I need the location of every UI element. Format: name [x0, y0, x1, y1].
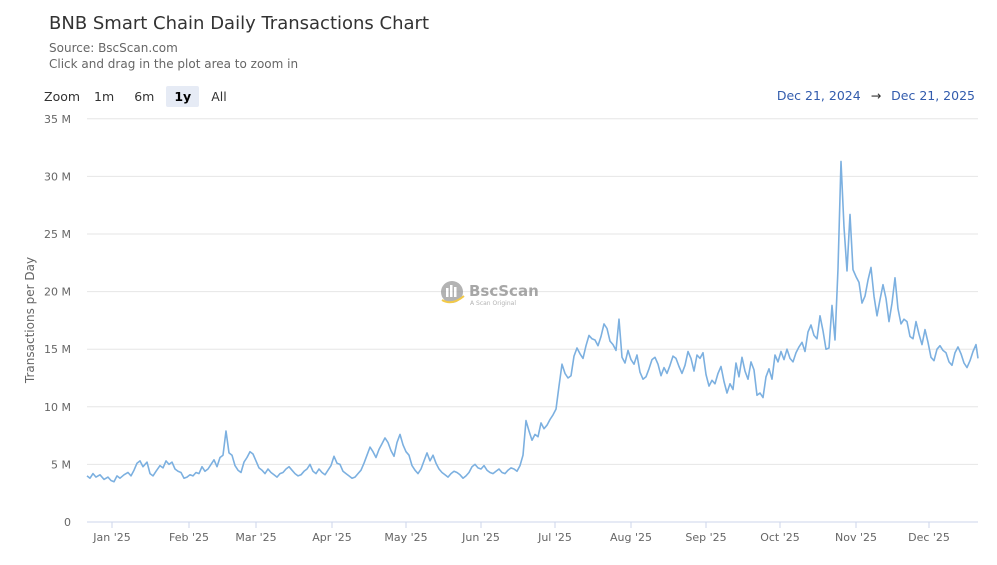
svg-text:10 M: 10 M	[44, 401, 71, 414]
svg-text:Feb '25: Feb '25	[169, 531, 209, 544]
svg-text:35 M: 35 M	[44, 113, 71, 126]
date-range: Dec 21, 2024 → Dec 21, 2025	[777, 88, 975, 103]
zoom-6m-button[interactable]: 6m	[126, 86, 163, 107]
zoom-1m-button[interactable]: 1m	[86, 86, 123, 107]
bscscan-watermark: BscScan A Scan Original	[441, 281, 539, 307]
svg-text:Sep '25: Sep '25	[685, 531, 726, 544]
zoom-all-button[interactable]: All	[203, 86, 235, 107]
y-axis-ticks: 0 5 M 10 M 15 M 20 M 25 M 30 M 35 M	[44, 113, 71, 529]
svg-text:Dec '25: Dec '25	[908, 531, 950, 544]
svg-text:Jul '25: Jul '25	[537, 531, 572, 544]
svg-text:Jan '25: Jan '25	[92, 531, 130, 544]
svg-text:Mar '25: Mar '25	[235, 531, 276, 544]
svg-text:20 M: 20 M	[44, 286, 71, 299]
transactions-line[interactable]	[86, 160, 979, 483]
x-axis-ticks: Jan '25 Feb '25 Mar '25 Apr '25 May '25 Jun '…	[92, 522, 950, 544]
svg-text:15 M: 15 M	[44, 343, 71, 356]
svg-text:0: 0	[64, 516, 71, 529]
svg-text:5 M: 5 M	[51, 458, 71, 471]
svg-text:25 M: 25 M	[44, 228, 71, 241]
zoom-hint: Click and drag in the plot area to zoom …	[49, 57, 299, 71]
svg-text:Nov '25: Nov '25	[835, 531, 877, 544]
range-to-input[interactable]: Dec 21, 2025	[891, 88, 975, 103]
svg-text:Jun '25: Jun '25	[461, 531, 500, 544]
y-axis-label: Transactions per Day	[23, 257, 37, 384]
watermark-brand: BscScan	[469, 282, 539, 300]
range-from-input[interactable]: Dec 21, 2024	[776, 88, 861, 103]
svg-text:May '25: May '25	[384, 531, 427, 544]
svg-text:30 M: 30 M	[44, 170, 71, 183]
svg-text:Oct '25: Oct '25	[760, 531, 800, 544]
watermark-tagline: A Scan Original	[470, 300, 516, 307]
svg-text:Apr '25: Apr '25	[312, 531, 352, 544]
svg-text:Aug '25: Aug '25	[610, 531, 652, 544]
zoom-selector: Zoom 1m 6m 1y All	[44, 86, 239, 107]
zoom-1y-button[interactable]: 1y	[166, 86, 200, 107]
gridlines	[87, 118, 978, 465]
chart-source: Source: BscScan.com	[49, 41, 178, 55]
arrow-right-icon: →	[870, 88, 882, 103]
chart-title: BNB Smart Chain Daily Transactions Chart	[49, 13, 429, 34]
zoom-label: Zoom	[44, 89, 81, 104]
